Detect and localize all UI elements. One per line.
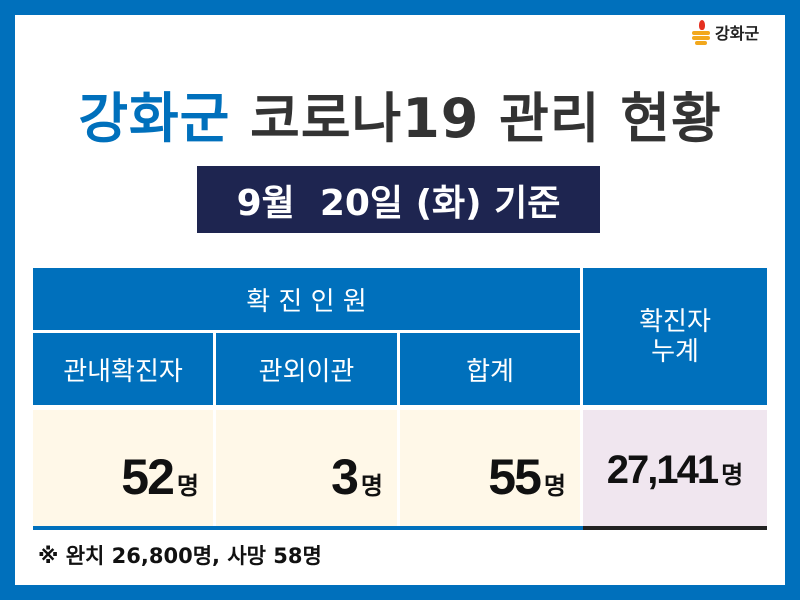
column-header: 관외이관 [216, 333, 397, 405]
value-number: 52 [121, 449, 175, 505]
cumulative-number: 27,141 [606, 448, 719, 492]
value-unit: 명 [176, 472, 199, 500]
cumulative-unit: 명 [721, 461, 744, 489]
title-rest: 코로나19 관리 현황 [250, 87, 722, 150]
group-header: 확 진 인 원 [33, 268, 580, 330]
table-bottom-line-cumulative [583, 526, 767, 530]
table-bottom-line [33, 526, 583, 530]
value-number: 3 [331, 449, 359, 505]
title-highlight: 강화군 [78, 87, 231, 150]
page-title: 강화군 코로나19 관리 현황 [0, 74, 800, 153]
value-cell: 52 명 [33, 410, 213, 526]
cumulative-header: 확진자 누계 [583, 268, 767, 405]
footnote: ※ 완치 26,800명, 사망 58명 [38, 544, 322, 568]
logo: 강화군 [692, 20, 760, 45]
column-header: 합계 [400, 333, 580, 405]
cumulative-cell: 27,141 명 [583, 410, 767, 526]
ganghwa-flame-logo-icon [692, 20, 712, 45]
column-header: 관내확진자 [33, 333, 213, 405]
value-unit: 명 [543, 472, 566, 500]
date-label: 9월 20일 (화) 기준 [197, 166, 600, 233]
logo-text: 강화군 [715, 24, 760, 43]
value-unit: 명 [360, 472, 383, 500]
value-number: 55 [488, 449, 542, 505]
value-cell: 55 명 [400, 410, 580, 526]
